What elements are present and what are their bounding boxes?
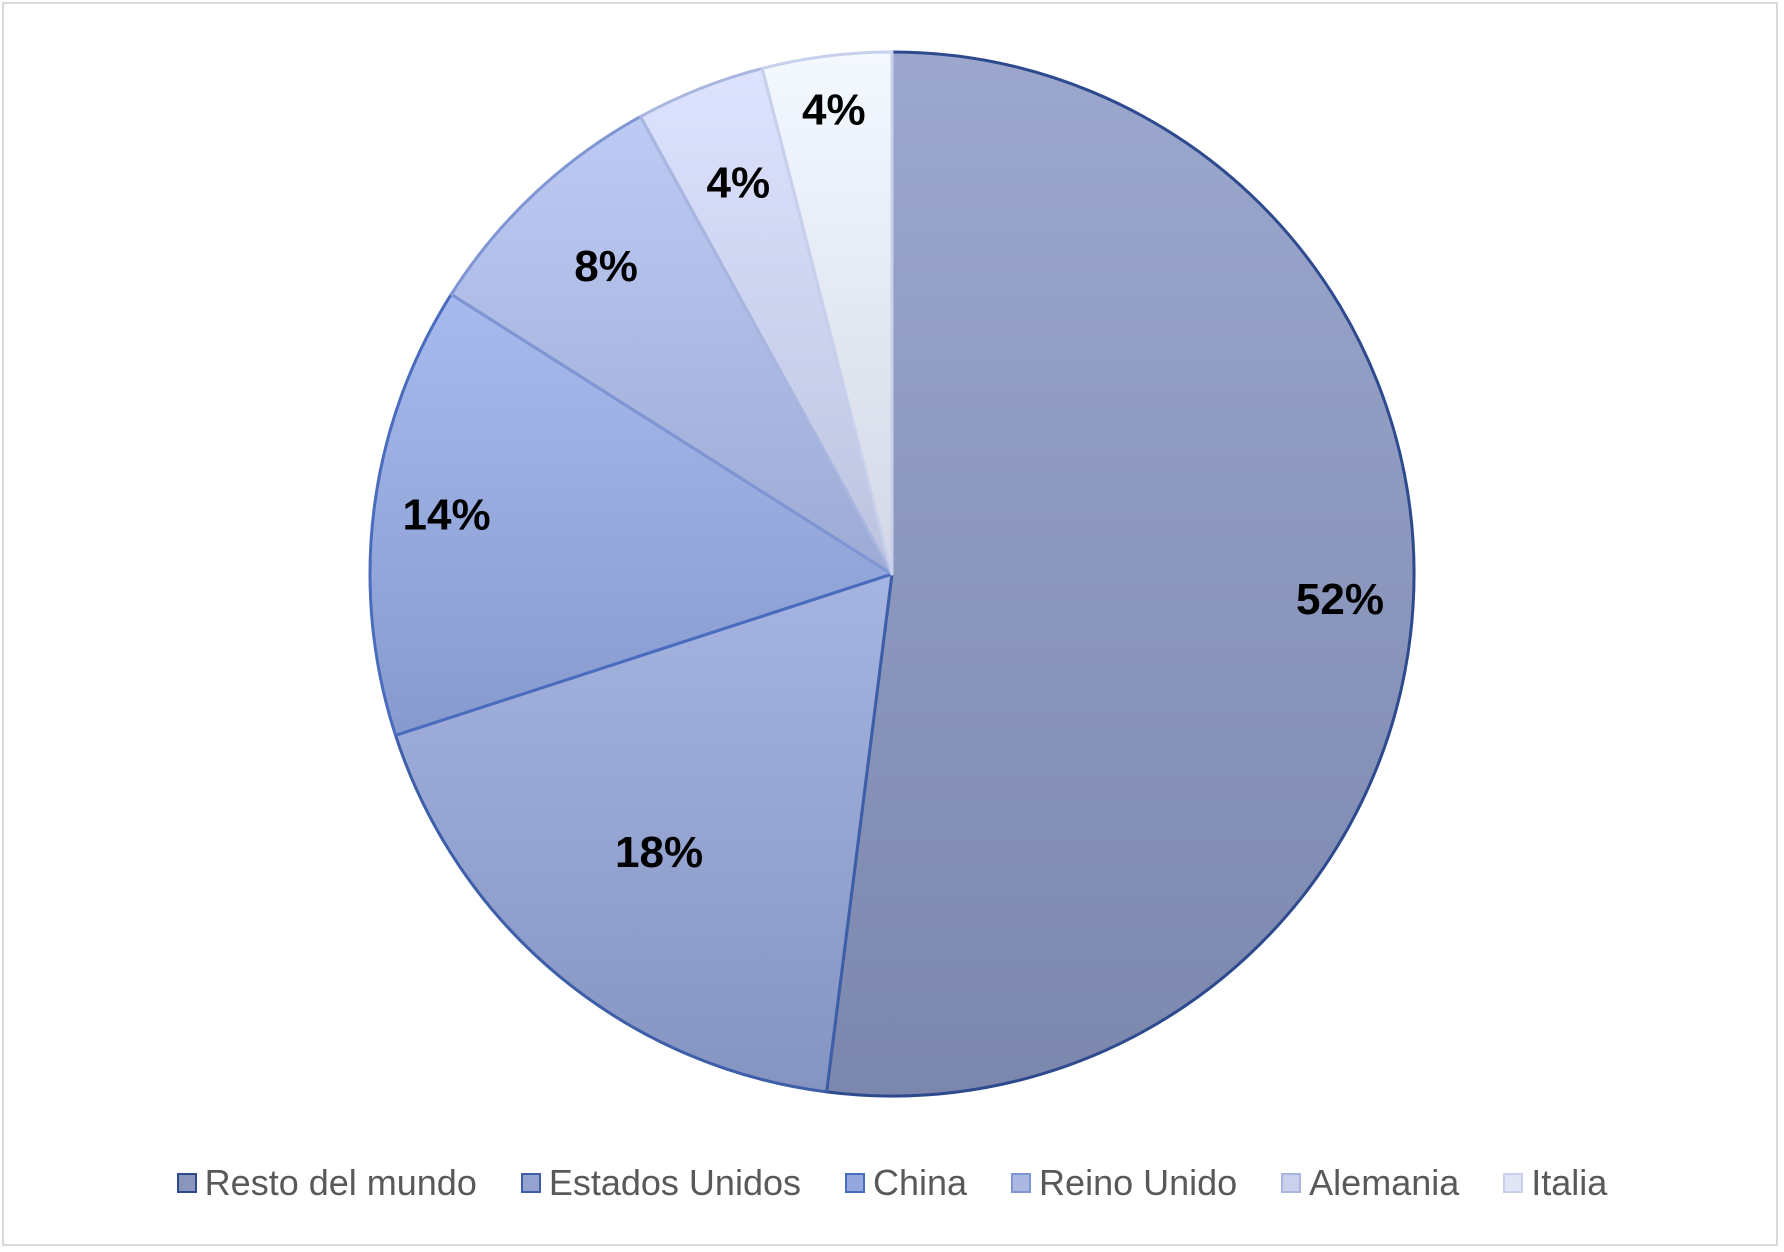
legend-swatch-3 — [1011, 1173, 1032, 1193]
legend-label-5: Italia — [1531, 1162, 1608, 1203]
data-label-4: 4% — [707, 158, 771, 207]
pie-slice-5 — [760, 50, 894, 576]
legend-item-1: Estados Unidos — [520, 1162, 801, 1204]
pie-slices — [368, 50, 1416, 1098]
data-label-3: 8% — [574, 242, 638, 291]
legend-swatch-5 — [1503, 1173, 1524, 1193]
data-label-5: 4% — [802, 86, 866, 135]
legend-item-3: Reino Unido — [1011, 1162, 1237, 1204]
legend-label-3: Reino Unido — [1039, 1162, 1238, 1203]
legend-item-5: Italia — [1503, 1162, 1607, 1204]
data-label-0: 52% — [1296, 575, 1384, 624]
legend-swatch-2 — [844, 1173, 865, 1193]
legend-swatch-4 — [1281, 1173, 1302, 1193]
legend-label-4: Alemania — [1309, 1162, 1460, 1203]
pie-slice-0 — [825, 50, 1416, 1098]
legend-item-2: China — [844, 1162, 968, 1204]
legend-item-4: Alemania — [1281, 1162, 1459, 1204]
legend-label-2: China — [872, 1162, 968, 1203]
legend-item-0: Resto del mundo — [176, 1162, 477, 1204]
pie-slice-1 — [394, 572, 894, 1094]
legend-label-1: Estados Unidos — [548, 1162, 801, 1203]
data-label-1: 18% — [615, 828, 703, 877]
legend-swatch-1 — [520, 1173, 541, 1193]
pie-data-labels: 52% 18% 14% 8% 4% 4% — [403, 86, 1384, 877]
data-label-2: 14% — [403, 490, 491, 539]
legend-swatch-0 — [176, 1173, 197, 1193]
legend-label-0: Resto del mundo — [204, 1162, 477, 1203]
pie-slice-3 — [449, 115, 894, 576]
pie-slice-2 — [368, 292, 894, 737]
chart-legend: Resto del mundo Estados Unidos China Reino … — [0, 1158, 1784, 1208]
